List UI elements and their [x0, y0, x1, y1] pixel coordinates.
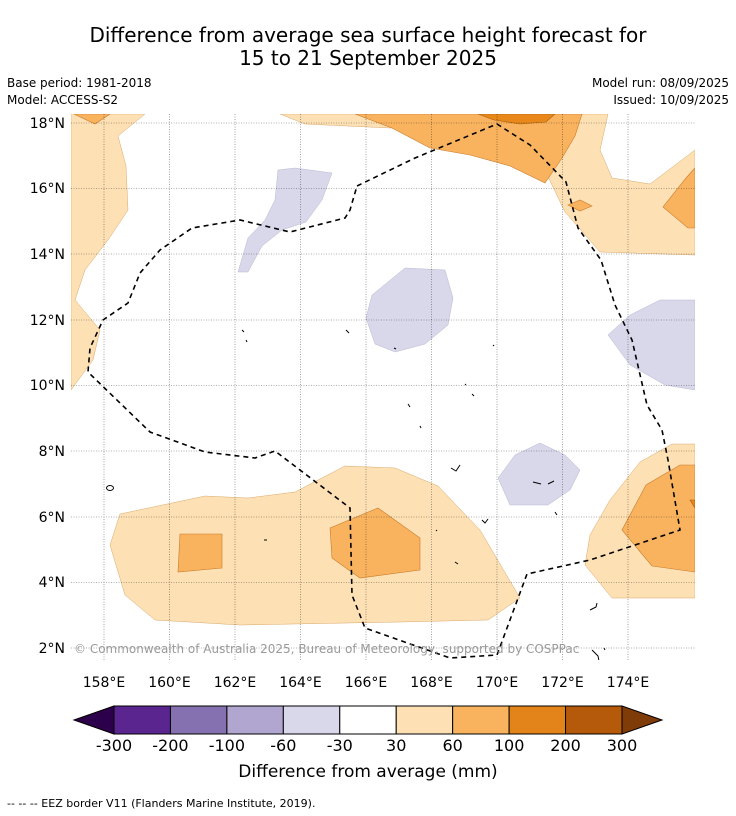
- latitude-labels: 18°N 16°N 14°N 12°N 10°N 8°N 6°N 4°N 2°N: [30, 116, 65, 657]
- lat-label: 12°N: [30, 313, 65, 329]
- model-name: Model: ACCESS-S2: [7, 93, 119, 107]
- east-edge-region: [662, 167, 695, 229]
- lon-label: 158°E: [83, 675, 126, 691]
- colorbar-cell: [282, 705, 341, 735]
- lat-label: 18°N: [30, 116, 65, 132]
- purple-north-region: [237, 167, 333, 273]
- island: [603, 647, 606, 651]
- colorbar-tick-label: 100: [494, 736, 525, 755]
- lat-label: 4°N: [39, 575, 65, 591]
- southeast-dark-region: [689, 499, 695, 509]
- colorbar-tick-label: -30: [327, 736, 353, 755]
- colorbar-cell: [339, 705, 397, 735]
- colorbar-cells: [113, 705, 623, 735]
- east-small-region: [567, 199, 593, 212]
- south-band-region: [109, 465, 521, 626]
- colorbar-tick-labels: -300 -200 -100 -60 -30 30 60 100 200 300: [96, 736, 637, 755]
- purple-southeast-region: [497, 442, 581, 506]
- colorbar-tick-label: -300: [96, 736, 132, 755]
- northwest-mid-region: [73, 114, 111, 125]
- gridlines: [71, 114, 695, 660]
- map-title-line-1: Difference from average sea surface heig…: [89, 23, 647, 47]
- island: [393, 347, 397, 350]
- eez-border: [87, 123, 681, 659]
- west-top-region: [71, 114, 146, 391]
- lon-label: 162°E: [214, 675, 257, 691]
- colorbar-tick-label: 200: [550, 736, 581, 755]
- colorbar-tick-label: -60: [270, 736, 296, 755]
- lon-label: 172°E: [541, 675, 584, 691]
- issued-date: Issued: 10/09/2025: [613, 93, 729, 107]
- colorbar-tick-label: 30: [386, 736, 406, 755]
- island: [407, 403, 422, 429]
- meta-left: Base period: 1981-2018 Model: ACCESS-S2: [7, 75, 152, 109]
- colorbar-cell: [169, 705, 228, 735]
- colorbar-cell: [565, 705, 623, 735]
- island: [532, 480, 555, 485]
- lat-label: 16°N: [30, 181, 65, 197]
- lat-label: 6°N: [39, 510, 65, 526]
- southeast-mid-region: [621, 464, 695, 573]
- lon-label: 166°E: [345, 675, 388, 691]
- lon-label: 168°E: [410, 675, 453, 691]
- map-plot-area: © Commonwealth of Australia 2025, Bureau…: [71, 114, 695, 660]
- lat-label: 2°N: [39, 641, 65, 657]
- island: [450, 464, 461, 472]
- eez-footnote: -- -- -- EEZ border V11 (Flanders Marine…: [7, 797, 316, 810]
- island: [481, 518, 489, 524]
- colorbar-cell: [395, 705, 454, 735]
- island: [241, 329, 248, 343]
- lat-label: 8°N: [39, 444, 65, 460]
- island: [589, 602, 600, 660]
- colorbar-tick-label: -100: [209, 736, 245, 755]
- longitude-labels: 158°E 160°E 162°E 164°E 166°E 168°E 170°…: [83, 675, 650, 691]
- colorbar-tick-label: -200: [152, 736, 188, 755]
- model-run: Model run: 08/09/2025: [591, 76, 729, 90]
- islands: [106, 329, 606, 660]
- lat-label: 14°N: [30, 247, 65, 263]
- island: [464, 344, 495, 397]
- map-title-line-2: 15 to 21 September 2025: [239, 46, 497, 70]
- south-west-square-region: [177, 533, 223, 573]
- lon-label: 174°E: [607, 675, 650, 691]
- north-mid-region: [354, 114, 583, 184]
- copyright-text: © Commonwealth of Australia 2025, Bureau…: [74, 642, 579, 656]
- anomaly-60-100-regions: [73, 114, 695, 579]
- base-period: Base period: 1981-2018: [7, 76, 152, 90]
- colorbar-low-extension: [72, 705, 115, 735]
- colorbar-cell: [452, 705, 510, 735]
- colorbar: -300 -200 -100 -60 -30 30 60 100 200 300: [72, 705, 664, 755]
- colorbar-tick-label: 60: [442, 736, 462, 755]
- island: [454, 561, 459, 565]
- island: [106, 485, 114, 491]
- colorbar-title: Difference from average (mm): [238, 762, 498, 782]
- meta-right: Model run: 08/09/2025 Issued: 10/09/2025: [592, 75, 729, 109]
- colorbar-cell: [113, 705, 171, 735]
- lon-label: 164°E: [279, 675, 322, 691]
- colorbar-cell: [226, 705, 284, 735]
- island: [435, 511, 558, 532]
- island: [345, 329, 350, 334]
- lon-label: 170°E: [476, 675, 519, 691]
- colorbar-cell: [508, 705, 567, 735]
- purple-east-region: [607, 299, 695, 391]
- south-center-region: [329, 507, 421, 579]
- colorbar-high-extension: [621, 705, 664, 735]
- lon-label: 160°E: [148, 675, 191, 691]
- lat-label: 10°N: [30, 378, 65, 394]
- colorbar-tick-label: 300: [607, 736, 638, 755]
